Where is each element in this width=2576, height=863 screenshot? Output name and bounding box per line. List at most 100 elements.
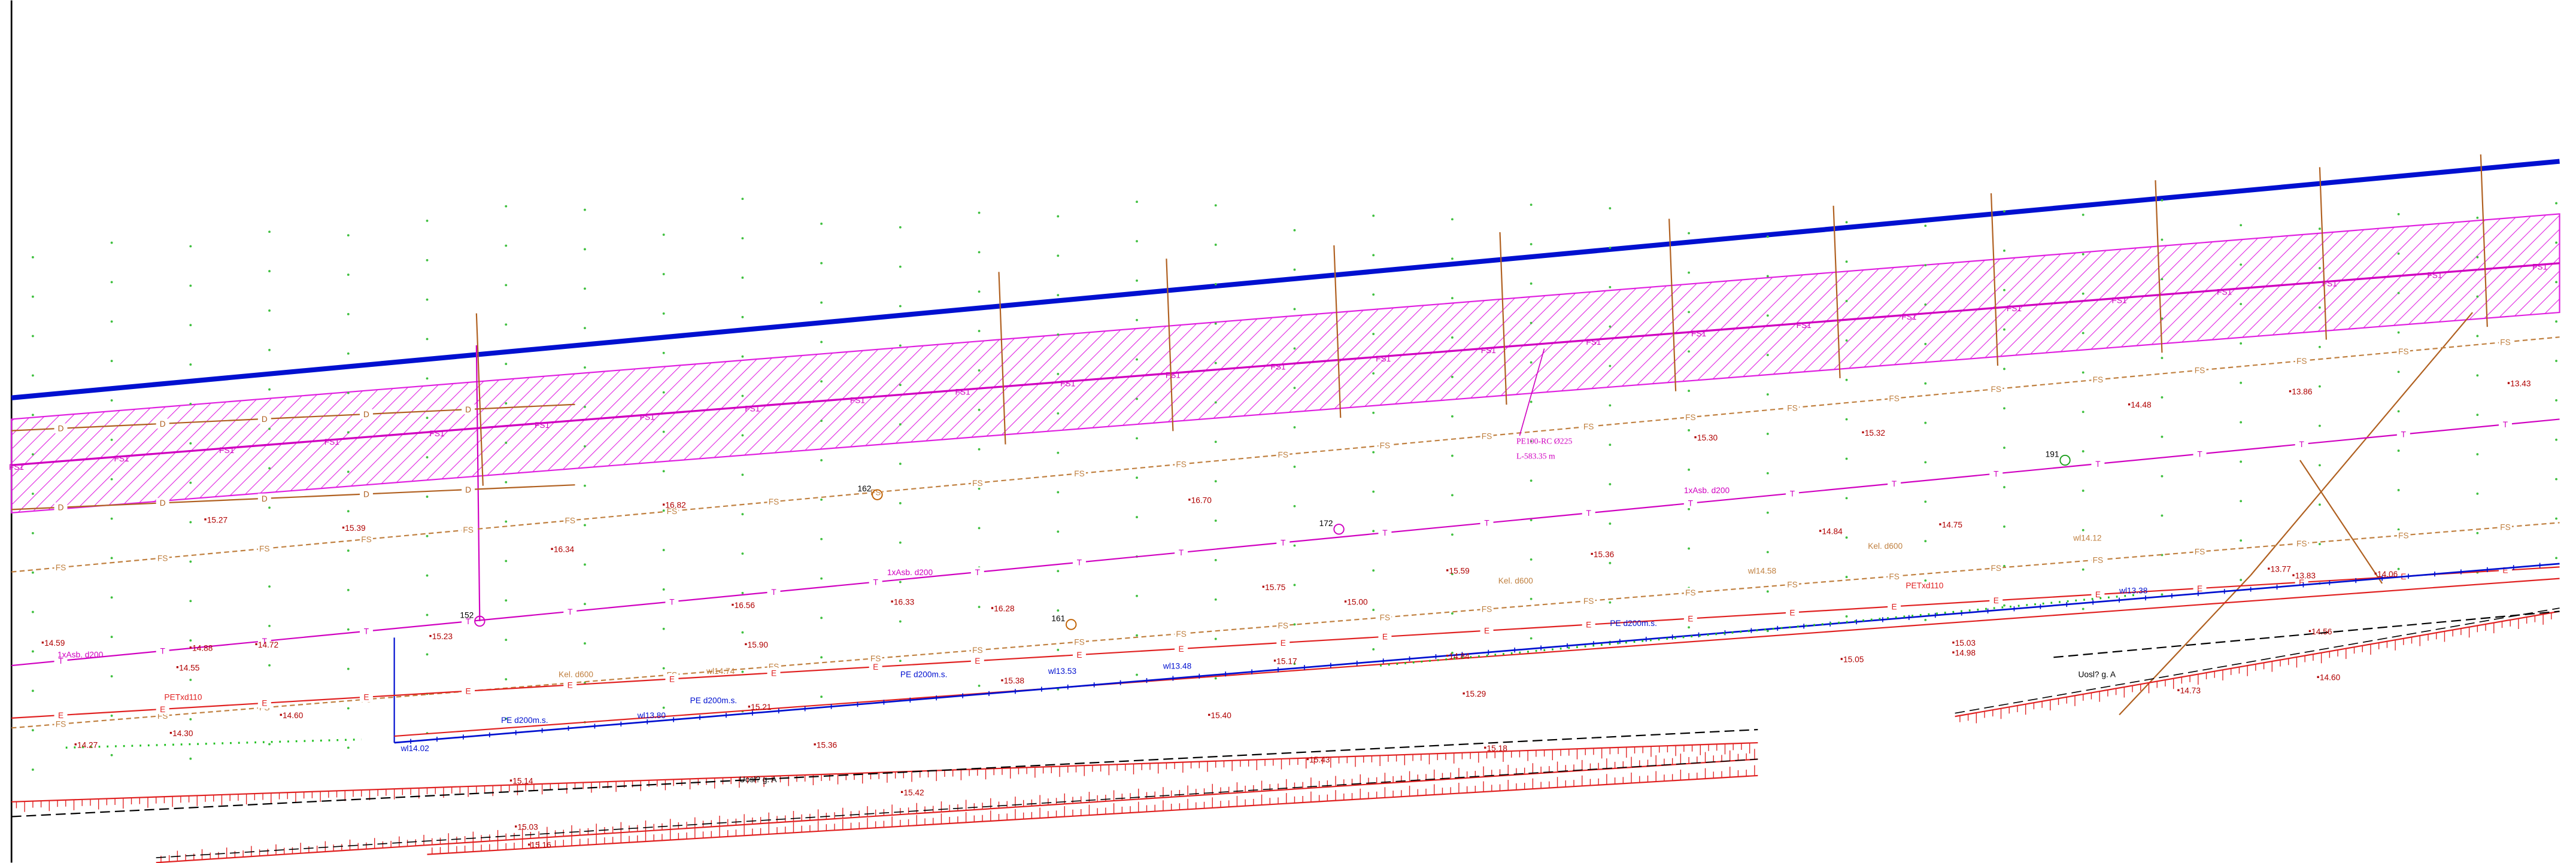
line-code: E <box>1382 633 1388 642</box>
manhole-id: 152 <box>460 610 474 619</box>
line-code: T <box>1892 479 1897 488</box>
line-code: FS <box>1482 431 1492 440</box>
survey-dot <box>1688 390 1690 392</box>
survey-dot <box>1767 314 1769 317</box>
elevation: 15.23 <box>432 632 453 641</box>
survey-dot <box>2555 478 2557 481</box>
survey-dot <box>1136 437 1138 439</box>
line-code: T <box>364 627 369 636</box>
survey-dot <box>1924 500 1926 503</box>
line-code: E <box>1281 639 1286 648</box>
survey-dot <box>268 388 271 391</box>
survey-dot <box>1924 224 1926 227</box>
survey-dot <box>1215 283 1217 285</box>
survey-dot <box>1057 215 1059 218</box>
survey-dot <box>2319 227 2321 230</box>
zone-label: FS1 <box>429 429 444 438</box>
line-code: E <box>262 699 267 708</box>
line-code: E <box>669 674 675 683</box>
zone-label: FS1 <box>1166 371 1181 380</box>
spot <box>177 666 178 668</box>
survey-dot <box>2319 385 2321 388</box>
survey-dot <box>1136 476 1138 479</box>
elevation: 13.83 <box>2295 572 2316 581</box>
survey-dot <box>663 470 665 472</box>
survey-dot <box>820 380 823 382</box>
line-label: PE d200m.s. <box>501 716 548 725</box>
line-label: wl14.02 <box>400 744 429 753</box>
survey-dot <box>1215 440 1217 443</box>
spot <box>1952 651 1954 653</box>
elevation: 15.03 <box>517 822 538 831</box>
spot <box>2317 676 2319 678</box>
line-code: FS <box>1685 413 1696 422</box>
survey-dot <box>1688 429 1690 431</box>
line-code: E <box>1789 608 1795 617</box>
survey-dot <box>741 316 744 318</box>
spot <box>748 706 750 707</box>
survey-dot <box>347 628 350 631</box>
survey-dot <box>2003 446 2005 449</box>
survey-dot <box>505 363 507 365</box>
spot <box>528 844 530 846</box>
survey-dot <box>741 197 744 200</box>
line-code: T <box>1994 469 1999 478</box>
survey-dot <box>663 233 665 236</box>
survey-dot <box>2398 332 2400 334</box>
survey-dot <box>1924 264 1926 266</box>
survey-dot <box>978 369 981 372</box>
line-code: D <box>160 499 166 508</box>
survey-dot <box>2398 449 2400 452</box>
spot <box>2128 403 2130 405</box>
survey-dot <box>2555 439 2557 441</box>
survey-dot <box>1846 221 1848 223</box>
line-code: D <box>363 410 369 419</box>
survey-dot <box>2319 346 2321 348</box>
survey-dot <box>1057 452 1059 454</box>
survey-dot <box>2082 490 2085 492</box>
line-label: PE d200m.s. <box>900 670 948 679</box>
survey-dot <box>1767 551 1769 554</box>
survey-dot <box>189 442 192 445</box>
survey-dot <box>899 581 902 584</box>
survey-dot <box>1057 333 1059 336</box>
survey-dot <box>268 467 271 469</box>
survey-dot <box>32 453 34 455</box>
elevation: 15.42 <box>903 788 924 797</box>
survey-dot <box>820 262 823 265</box>
elevation: 14.60 <box>283 711 304 720</box>
elevation: 16.34 <box>554 545 575 554</box>
survey-dot <box>2082 411 2085 413</box>
elevation: 15.18 <box>1487 744 1508 753</box>
spot <box>1591 553 1593 555</box>
survey-dot <box>505 245 507 247</box>
line-code: T <box>2095 460 2101 469</box>
survey-dot <box>2082 253 2085 256</box>
line-code: D <box>58 503 64 512</box>
survey-dot <box>347 707 350 710</box>
survey-dot <box>2003 604 2005 607</box>
survey-dot <box>1215 638 1217 640</box>
line-code: FS <box>1278 621 1289 630</box>
zone-label: FS1 <box>2007 304 2022 313</box>
survey-dot <box>1136 279 1138 282</box>
spot <box>663 503 665 505</box>
elevation: 14.75 <box>1942 521 1963 530</box>
survey-dot <box>32 729 34 731</box>
survey-dot <box>741 276 744 279</box>
spot <box>190 646 192 648</box>
survey-dot <box>111 596 113 598</box>
survey-dot <box>978 409 981 411</box>
survey-dot <box>741 513 744 515</box>
survey-dot <box>32 414 34 416</box>
survey-dot <box>2476 256 2478 259</box>
survey-dot <box>2476 414 2478 416</box>
spot <box>2375 573 2377 575</box>
survey-dot <box>2003 329 2005 331</box>
survey-dot <box>663 628 665 630</box>
survey-dot <box>2240 303 2242 305</box>
spot <box>1862 431 1864 433</box>
line-code: T <box>771 588 776 597</box>
spot <box>1274 660 1276 661</box>
survey-dot <box>2555 557 2557 559</box>
